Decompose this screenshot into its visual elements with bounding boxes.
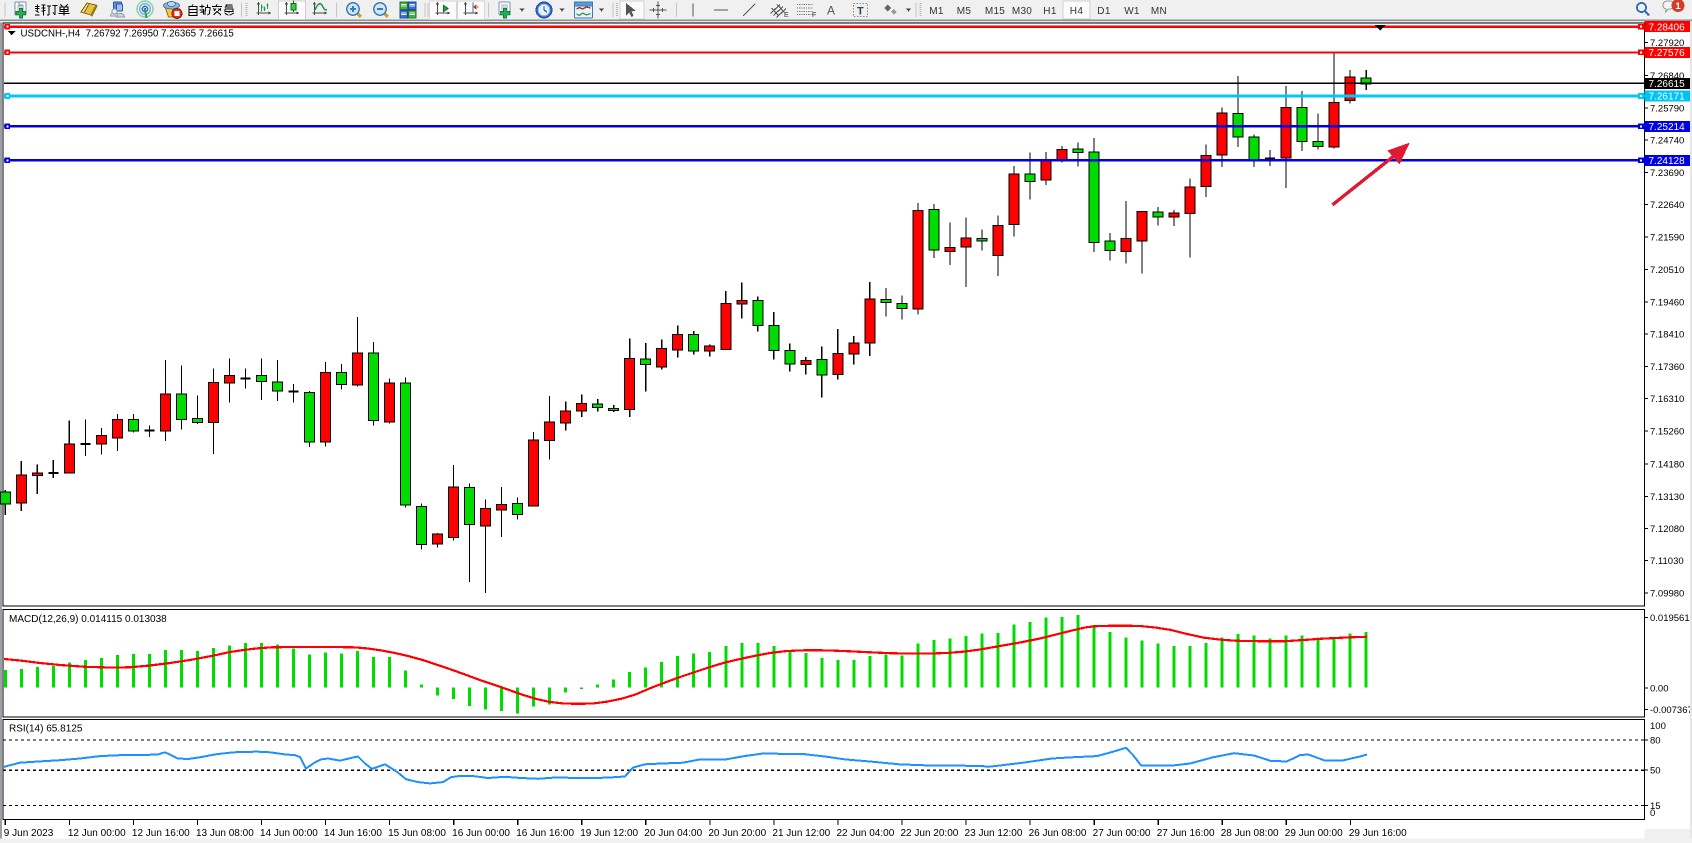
svg-text:7.14180: 7.14180 [1650, 460, 1684, 471]
svg-text:7.16310: 7.16310 [1650, 394, 1684, 405]
svg-text:29 Jun 16:00: 29 Jun 16:00 [1349, 828, 1407, 839]
svg-text:12 Jun 16:00: 12 Jun 16:00 [132, 828, 190, 839]
svg-text:7.20510: 7.20510 [1650, 265, 1684, 276]
svg-text:13 Jun 08:00: 13 Jun 08:00 [196, 828, 254, 839]
svg-text:M1: M1 [929, 6, 944, 17]
svg-text:7.23690: 7.23690 [1650, 168, 1684, 179]
svg-text:7.13130: 7.13130 [1650, 492, 1684, 503]
svg-text:T: T [857, 6, 864, 18]
svg-text:W1: W1 [1124, 6, 1140, 17]
svg-text:7.21590: 7.21590 [1650, 232, 1684, 243]
svg-text:F: F [812, 12, 816, 19]
svg-text:7.09980: 7.09980 [1650, 589, 1684, 600]
svg-text:0.019561: 0.019561 [1650, 613, 1690, 624]
svg-text:M15: M15 [985, 6, 1005, 17]
svg-text:20 Jun 04:00: 20 Jun 04:00 [644, 828, 702, 839]
svg-text:29 Jun 00:00: 29 Jun 00:00 [1285, 828, 1343, 839]
svg-text:14 Jun 16:00: 14 Jun 16:00 [324, 828, 382, 839]
svg-text:26 Jun 08:00: 26 Jun 08:00 [1029, 828, 1087, 839]
svg-text:7.28406: 7.28406 [1649, 22, 1686, 33]
svg-text:RSI(14) 65.8125: RSI(14) 65.8125 [9, 724, 83, 735]
svg-text:H1: H1 [1043, 6, 1057, 17]
svg-text:7.12080: 7.12080 [1650, 524, 1684, 535]
svg-text:H4: H4 [1070, 6, 1084, 17]
svg-text:100: 100 [1650, 721, 1666, 732]
svg-text:7.22640: 7.22640 [1650, 200, 1684, 211]
svg-text:-0.007367: -0.007367 [1650, 705, 1692, 716]
svg-text:7.15260: 7.15260 [1650, 426, 1684, 437]
svg-text:16 Jun 16:00: 16 Jun 16:00 [516, 828, 574, 839]
svg-text:14 Jun 00:00: 14 Jun 00:00 [260, 828, 318, 839]
svg-text:7.26840: 7.26840 [1650, 71, 1684, 82]
svg-text:50: 50 [1650, 766, 1661, 777]
svg-text:80: 80 [1650, 736, 1661, 747]
svg-text:7.18410: 7.18410 [1650, 330, 1684, 341]
svg-text:7.27920: 7.27920 [1650, 38, 1684, 49]
svg-text:USDCNH-,H4 7.26792 7.26950 7.: USDCNH-,H4 7.26792 7.26950 7.26365 7.266… [21, 29, 234, 40]
svg-text:7.26615: 7.26615 [1649, 79, 1686, 90]
svg-text:22 Jun 20:00: 22 Jun 20:00 [901, 828, 959, 839]
svg-text:MACD(12,26,9) 0.014115 0.01303: MACD(12,26,9) 0.014115 0.013038 [9, 614, 167, 625]
svg-text:7.17360: 7.17360 [1650, 362, 1684, 373]
svg-text:28 Jun 08:00: 28 Jun 08:00 [1221, 828, 1279, 839]
svg-text:23 Jun 12:00: 23 Jun 12:00 [965, 828, 1023, 839]
svg-text:7.19460: 7.19460 [1650, 297, 1684, 308]
svg-text:9 Jun 2023: 9 Jun 2023 [4, 828, 54, 839]
svg-text:22 Jun 04:00: 22 Jun 04:00 [836, 828, 894, 839]
svg-text:7.26171: 7.26171 [1649, 92, 1686, 103]
svg-text:M30: M30 [1012, 6, 1032, 17]
svg-text:7.24128: 7.24128 [1649, 156, 1686, 167]
svg-text:7.11030: 7.11030 [1650, 556, 1684, 567]
svg-text:20 Jun 20:00: 20 Jun 20:00 [708, 828, 766, 839]
svg-text:21 Jun 12:00: 21 Jun 12:00 [772, 828, 830, 839]
svg-text:12 Jun 00:00: 12 Jun 00:00 [68, 828, 126, 839]
svg-text:A: A [827, 4, 835, 18]
svg-text:7.25790: 7.25790 [1650, 103, 1684, 114]
svg-text:15: 15 [1650, 801, 1661, 812]
svg-text:E: E [784, 12, 789, 19]
svg-text:15 Jun 08:00: 15 Jun 08:00 [388, 828, 446, 839]
svg-text:M5: M5 [957, 6, 972, 17]
svg-text:27 Jun 16:00: 27 Jun 16:00 [1157, 828, 1215, 839]
svg-text:7.25214: 7.25214 [1649, 122, 1686, 133]
svg-text:0.00: 0.00 [1650, 684, 1669, 695]
svg-text:19 Jun 12:00: 19 Jun 12:00 [580, 828, 638, 839]
svg-text:7.24740: 7.24740 [1650, 136, 1684, 147]
svg-text:27 Jun 00:00: 27 Jun 00:00 [1093, 828, 1151, 839]
svg-text:MN: MN [1151, 6, 1167, 17]
svg-text:16 Jun 00:00: 16 Jun 00:00 [452, 828, 510, 839]
svg-text:D1: D1 [1097, 6, 1111, 17]
svg-text:0: 0 [1650, 808, 1655, 819]
svg-text:7.27576: 7.27576 [1649, 48, 1686, 59]
svg-text:1: 1 [1675, 1, 1681, 12]
